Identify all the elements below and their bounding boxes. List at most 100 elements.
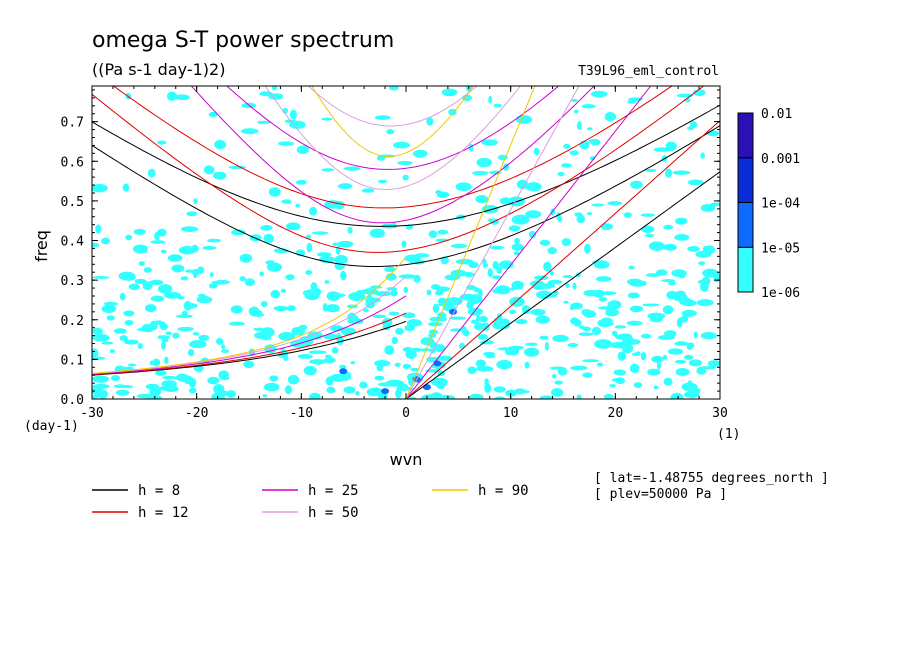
heat-cell [361, 188, 375, 193]
heat-cell [578, 332, 594, 337]
heat-cell [553, 290, 559, 295]
heat-cell [644, 233, 655, 238]
heat-cell [377, 179, 388, 184]
y-unit-label: (day-1) [24, 419, 79, 434]
heat-cell [511, 280, 525, 290]
heat-cell [269, 375, 279, 382]
heat-cell [113, 328, 127, 334]
heat-cell [339, 368, 348, 375]
legend-label: h = 25 [308, 483, 359, 499]
heat-cell [390, 289, 398, 297]
colorbar-label: 0.01 [761, 107, 792, 122]
heat-cell [681, 382, 698, 392]
heat-cell [427, 321, 443, 327]
heat-cell [92, 384, 110, 389]
heat-cell [492, 322, 510, 330]
heat-cell [426, 117, 434, 126]
heat-cell [285, 222, 301, 231]
heat-cell [393, 141, 410, 149]
heat-cell [273, 305, 289, 312]
x-tick-label: -30 [80, 406, 103, 421]
heat-cell [161, 340, 166, 351]
heat-cell [570, 365, 588, 371]
heat-cell [472, 171, 489, 176]
heat-cell [674, 341, 689, 346]
heat-cell [610, 341, 628, 349]
heat-cell [674, 217, 688, 225]
legend-label: h = 12 [138, 505, 189, 521]
heat-cell [213, 383, 225, 394]
heat-cell [230, 305, 243, 314]
heat-cell [92, 327, 103, 336]
heat-cell [524, 361, 530, 369]
heat-cell [674, 297, 692, 302]
heat-cell [339, 364, 347, 370]
heat-cell [154, 369, 167, 376]
heat-cell [613, 369, 627, 376]
heat-cell [642, 303, 660, 307]
heat-cell [406, 319, 422, 327]
heat-cell [707, 360, 720, 367]
heat-cell [316, 252, 332, 258]
heat-cell [513, 251, 520, 255]
heat-cell [682, 299, 697, 307]
heat-cell [504, 347, 513, 356]
heat-cell [597, 362, 604, 367]
heat-cell [653, 147, 672, 152]
heat-cell [270, 289, 281, 299]
heat-cell [482, 258, 487, 269]
heat-cell [693, 331, 698, 339]
heat-cell [209, 272, 214, 278]
heat-cell [648, 241, 665, 251]
heat-cell [103, 301, 119, 306]
heat-cell [664, 168, 672, 178]
heat-cell [574, 212, 583, 217]
heat-cell [159, 323, 169, 331]
x-axis: -30 -20 -10 0 10 20 30 [80, 86, 728, 421]
heat-cell [420, 337, 435, 346]
heat-cell [326, 304, 340, 313]
heat-cell [607, 300, 622, 310]
y-axis-title: freq [32, 230, 51, 262]
heat-cell [571, 98, 578, 103]
heat-cell [593, 260, 610, 269]
heat-cell [466, 300, 474, 310]
heat-cell [192, 269, 198, 279]
heat-cell [260, 301, 268, 308]
heat-cell [355, 390, 360, 396]
heat-cell [582, 372, 593, 378]
heat-cell [402, 312, 416, 319]
heat-cell [627, 292, 640, 299]
heat-cell [202, 245, 217, 250]
heat-cell [161, 375, 177, 380]
mixed-rossby-gravity-curve [92, 295, 407, 375]
heat-cell [281, 199, 292, 204]
colorbar-swatch [737, 202, 754, 248]
heat-cell [398, 274, 417, 279]
heat-cell [119, 335, 128, 342]
heat-cell [640, 333, 652, 339]
heat-cell [268, 93, 284, 100]
inertia-gravity-curve [92, 86, 705, 253]
heat-cell [468, 261, 479, 269]
heat-cell [158, 284, 173, 294]
heat-cell [106, 315, 115, 321]
heat-cell [177, 326, 194, 332]
heat-cell [700, 152, 705, 159]
heat-cell [557, 171, 565, 177]
heat-cell [431, 377, 448, 387]
heat-cell [651, 355, 664, 363]
heat-cell [576, 394, 582, 399]
heat-cell [256, 120, 271, 125]
heat-cell [475, 195, 489, 204]
heat-cell [92, 375, 109, 383]
heat-cell [315, 359, 321, 366]
heat-cell [535, 315, 551, 324]
inertia-gravity-curve [112, 86, 673, 209]
latitude-note: [ lat=-1.48755 degrees_north ] [594, 471, 829, 486]
heat-cell [180, 226, 199, 232]
heat-cell [392, 222, 397, 228]
heat-cell [340, 270, 347, 281]
inertia-gravity-curve [226, 86, 560, 170]
heat-cell [92, 387, 99, 394]
